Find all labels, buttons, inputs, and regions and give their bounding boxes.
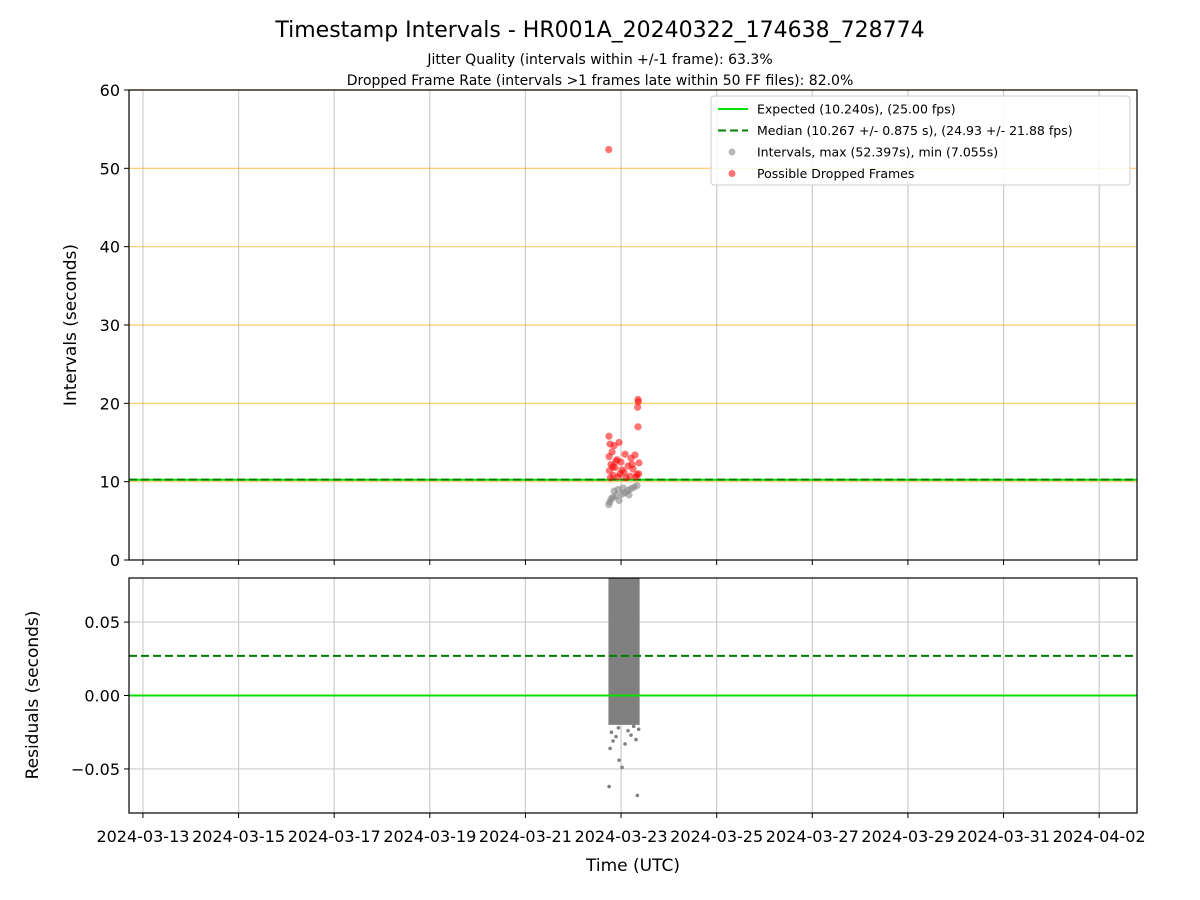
residual-point <box>631 724 636 729</box>
x-tick-label: 2024-03-19 <box>383 827 476 846</box>
residual-point <box>623 742 627 746</box>
residual-point <box>611 739 615 743</box>
legend-label: Possible Dropped Frames <box>757 166 914 181</box>
intervals-y-tick-label: 20 <box>100 394 120 413</box>
dropped-frame-point <box>621 450 629 458</box>
interval-point <box>625 491 633 499</box>
chart-legend: Expected (10.240s), (25.00 fps) Median (1… <box>710 95 1131 186</box>
dropped-frame-point <box>634 423 642 431</box>
intervals-y-tick-label: 30 <box>100 316 120 335</box>
dropped-frame-point <box>605 453 613 461</box>
legend-label: Expected (10.240s), (25.00 fps) <box>757 102 956 117</box>
legend-label: Intervals, max (52.397s), min (7.055s) <box>757 145 998 160</box>
residual-point <box>607 784 611 789</box>
intervals-y-tick-label: 60 <box>100 81 120 100</box>
intervals-y-tick-label: 50 <box>100 159 120 178</box>
x-tick-label: 2024-03-15 <box>192 827 285 846</box>
dropped-frame-point <box>628 460 636 469</box>
residual-point <box>629 733 633 737</box>
intervals-y-tick-label: 10 <box>100 473 120 492</box>
dropped-frame-point <box>627 454 635 462</box>
chart-subtitle-dropped: Dropped Frame Rate (intervals >1 frames … <box>347 73 854 89</box>
dropped-frame-point <box>612 457 620 465</box>
residuals-points <box>607 724 641 798</box>
dropped-frame-point <box>635 470 643 478</box>
legend-label: Median (10.267 +/- 0.875 s), (24.93 +/- … <box>757 123 1073 138</box>
dropped-frame-point <box>618 466 626 474</box>
dropped-frame-point <box>622 474 630 482</box>
residual-point <box>616 726 621 730</box>
intervals-plot: 0 10 20 30 40 50 60 Intervals (seconds) Expect… <box>61 81 1138 570</box>
residuals-y-tick-label: −0.05 <box>71 760 120 779</box>
legend-box <box>710 95 1131 186</box>
legend-marker <box>728 170 736 177</box>
legend-marker <box>728 148 736 156</box>
interval-point <box>633 481 641 490</box>
x-tick-label: 2024-03-23 <box>575 827 668 846</box>
intervals-points <box>605 145 643 509</box>
dropped-frame-point <box>605 145 613 154</box>
dropped-frame-point <box>606 474 615 482</box>
x-tick-label: 2024-03-17 <box>288 827 381 846</box>
residual-dense-band <box>608 578 640 725</box>
chart-subtitle-jitter: Jitter Quality (intervals within +/-1 fr… <box>426 52 772 68</box>
intervals-x-ticks <box>142 560 1100 565</box>
residuals-y-tick-label: 0.00 <box>84 687 120 706</box>
residuals-y-ticks: −0.05 0.00 0.05 <box>71 613 129 779</box>
dropped-frame-point <box>635 459 643 467</box>
intervals-y-tick-label: 40 <box>100 238 120 257</box>
residual-point <box>634 737 638 742</box>
x-tick-label: 2024-03-13 <box>96 827 189 846</box>
residual-point <box>609 730 614 735</box>
dropped-frame-point <box>634 398 642 406</box>
residuals-band <box>608 578 640 725</box>
x-tick-label: 2024-03-21 <box>479 827 572 846</box>
residual-point <box>636 727 641 732</box>
residuals-plot: 2024-03-13 2024-03-15 2024-03-17 2024-03-19… <box>23 577 1146 876</box>
intervals-y-axis-label: Intervals (seconds) <box>61 244 81 406</box>
x-tick-label: 2024-03-29 <box>861 827 954 846</box>
chart-title: Timestamp Intervals - HR001A_20240322_17… <box>274 18 924 43</box>
residual-point <box>608 746 612 751</box>
interval-point <box>619 484 627 492</box>
dropped-frame-point <box>634 403 642 411</box>
interval-point <box>615 496 623 505</box>
x-axis-label: Time (UTC) <box>585 856 680 876</box>
dropped-frame-point <box>614 473 622 481</box>
residuals-y-tick-label: 0.05 <box>84 613 120 632</box>
residual-point <box>620 765 624 770</box>
x-tick-label: 2024-04-02 <box>1053 827 1146 846</box>
dropped-frame-point <box>609 463 617 471</box>
dropped-frame-point <box>610 442 618 450</box>
residuals-x-ticks: 2024-03-13 2024-03-15 2024-03-17 2024-03-19… <box>96 813 1146 846</box>
x-tick-label: 2024-03-25 <box>670 827 763 846</box>
residual-point <box>617 758 621 762</box>
residual-point <box>614 734 618 739</box>
residual-point <box>635 793 640 798</box>
x-tick-label: 2024-03-31 <box>957 827 1050 846</box>
residuals-reference-lines <box>129 654 1137 697</box>
intervals-y-tick-label: 0 <box>110 551 120 570</box>
x-tick-label: 2024-03-27 <box>766 827 859 846</box>
residuals-y-axis-label: Residuals (seconds) <box>23 611 43 780</box>
residual-point <box>626 728 630 733</box>
intervals-y-ticks: 0 10 20 30 40 50 60 <box>100 81 129 570</box>
dropped-frame-point <box>605 432 613 440</box>
